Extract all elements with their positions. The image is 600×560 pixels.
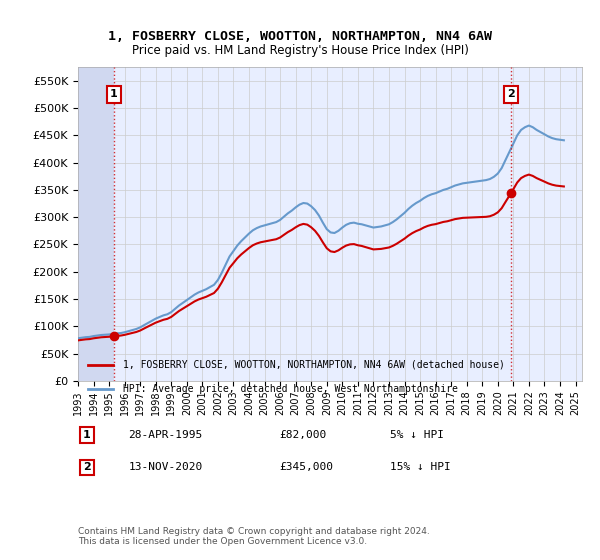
Text: 2: 2 — [83, 463, 91, 473]
Text: 28-APR-1995: 28-APR-1995 — [128, 430, 203, 440]
Text: 1: 1 — [83, 430, 91, 440]
Text: 13-NOV-2020: 13-NOV-2020 — [128, 463, 203, 473]
Text: Contains HM Land Registry data © Crown copyright and database right 2024.
This d: Contains HM Land Registry data © Crown c… — [78, 526, 430, 546]
Text: HPI: Average price, detached house, West Northamptonshire: HPI: Average price, detached house, West… — [124, 384, 458, 394]
Text: £82,000: £82,000 — [280, 430, 327, 440]
Text: 1: 1 — [110, 90, 118, 100]
Text: 1, FOSBERRY CLOSE, WOOTTON, NORTHAMPTON, NN4 6AW: 1, FOSBERRY CLOSE, WOOTTON, NORTHAMPTON,… — [108, 30, 492, 43]
Text: 15% ↓ HPI: 15% ↓ HPI — [391, 463, 451, 473]
Text: £345,000: £345,000 — [280, 463, 334, 473]
Text: 2: 2 — [508, 90, 515, 100]
Bar — [78, 67, 114, 381]
Text: 1, FOSBERRY CLOSE, WOOTTON, NORTHAMPTON, NN4 6AW (detached house): 1, FOSBERRY CLOSE, WOOTTON, NORTHAMPTON,… — [124, 360, 505, 370]
Text: 5% ↓ HPI: 5% ↓ HPI — [391, 430, 445, 440]
Text: Price paid vs. HM Land Registry's House Price Index (HPI): Price paid vs. HM Land Registry's House … — [131, 44, 469, 57]
